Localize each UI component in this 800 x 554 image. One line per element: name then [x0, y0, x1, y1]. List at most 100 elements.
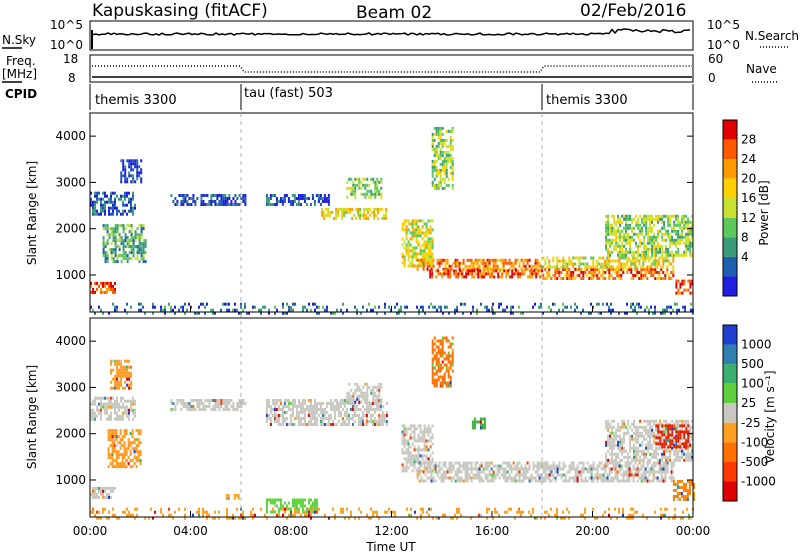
data-cell: [271, 399, 274, 402]
data-cell: [433, 147, 436, 151]
data-cell: [667, 250, 670, 254]
data-cell: [438, 258, 441, 262]
data-cell: [218, 399, 221, 402]
data-cell: [301, 498, 304, 502]
data-cell: [614, 470, 617, 474]
data-cell: [120, 212, 122, 216]
data-cell: [600, 256, 603, 260]
data-cell: [131, 441, 134, 445]
data-cell: [517, 272, 520, 276]
data-cell: [429, 255, 432, 259]
data-cell: [118, 236, 121, 240]
data-cell: [552, 256, 555, 260]
data-cell: [657, 250, 660, 254]
data-cell: [600, 476, 603, 480]
data-cell: [634, 461, 637, 465]
data-cell: [122, 368, 125, 372]
data-cell: [542, 256, 545, 260]
data-cell: [318, 305, 320, 309]
data-cell: [451, 186, 454, 190]
data-cell: [632, 476, 635, 480]
data-cell: [90, 197, 92, 201]
data-cell: [675, 285, 678, 289]
data-cell: [172, 408, 175, 411]
data-cell: [123, 450, 126, 454]
data-cell: [661, 424, 664, 428]
data-cell: [556, 256, 559, 260]
data-cell: [453, 269, 456, 273]
data-cell: [610, 302, 612, 306]
data-cell: [449, 363, 452, 367]
data-cell: [315, 504, 318, 508]
data-cell: [622, 479, 625, 483]
data-cell: [508, 476, 511, 480]
data-cell: [508, 464, 511, 468]
data-cell: [369, 408, 372, 411]
data-cell: [114, 408, 116, 412]
data-cell: [124, 368, 127, 372]
data-cell: [136, 248, 139, 252]
data-cell: [319, 203, 322, 206]
data-cell: [452, 261, 455, 265]
data-cell: [110, 191, 112, 195]
data-cell: [381, 207, 384, 211]
data-cell: [114, 206, 116, 210]
data-cell: [281, 423, 284, 426]
data-cell: [596, 464, 599, 468]
data-cell: [578, 274, 581, 277]
data-cell: [364, 195, 367, 199]
data-cell: [134, 245, 137, 249]
data-cell: [374, 195, 377, 199]
data-cell: [617, 434, 620, 438]
data-cell: [626, 461, 629, 465]
data-cell: [427, 255, 430, 259]
data-cell: [524, 476, 527, 480]
data-cell: [435, 351, 438, 355]
data-cell: [632, 274, 635, 277]
scatter-band: [170, 399, 247, 411]
data-cell: [687, 232, 690, 236]
data-cell: [447, 153, 450, 157]
data-cell: [641, 226, 644, 230]
data-cell: [130, 405, 132, 409]
data-cell: [110, 359, 113, 363]
data-cell: [609, 443, 612, 447]
data-cell: [424, 479, 427, 483]
data-cell: [481, 272, 484, 276]
data-cell: [544, 467, 547, 471]
data-cell: [277, 417, 280, 420]
data-cell: [405, 466, 408, 470]
data-cell: [682, 486, 685, 489]
data-cell: [673, 427, 676, 431]
data-cell: [506, 476, 509, 480]
data-cell: [633, 425, 636, 429]
data-cell: [293, 423, 296, 426]
data-cell: [299, 194, 302, 197]
data-cell: [373, 216, 376, 220]
data-cell: [90, 305, 92, 309]
data-cell: [566, 479, 569, 483]
data-cell: [132, 209, 134, 213]
data-cell: [439, 129, 442, 133]
data-cell: [677, 279, 680, 283]
data-cell: [433, 384, 436, 388]
data-cell: [422, 261, 425, 265]
data-cell: [415, 454, 418, 458]
data-cell: [649, 437, 652, 441]
data-cell: [441, 336, 444, 340]
data-cell: [388, 305, 390, 309]
data-cell: [570, 277, 573, 280]
data-cell: [659, 250, 662, 254]
data-cell: [520, 479, 523, 483]
data-cell: [134, 206, 136, 210]
data-cell: [376, 183, 379, 187]
data-cell: [121, 444, 124, 448]
data-cell: [118, 362, 121, 366]
data-cell: [118, 383, 121, 387]
data-cell: [98, 510, 100, 514]
data-cell: [607, 241, 610, 245]
data-cell: [622, 470, 625, 474]
data-cell: [681, 452, 684, 456]
data-cell: [343, 399, 346, 402]
data-cell: [626, 467, 629, 471]
